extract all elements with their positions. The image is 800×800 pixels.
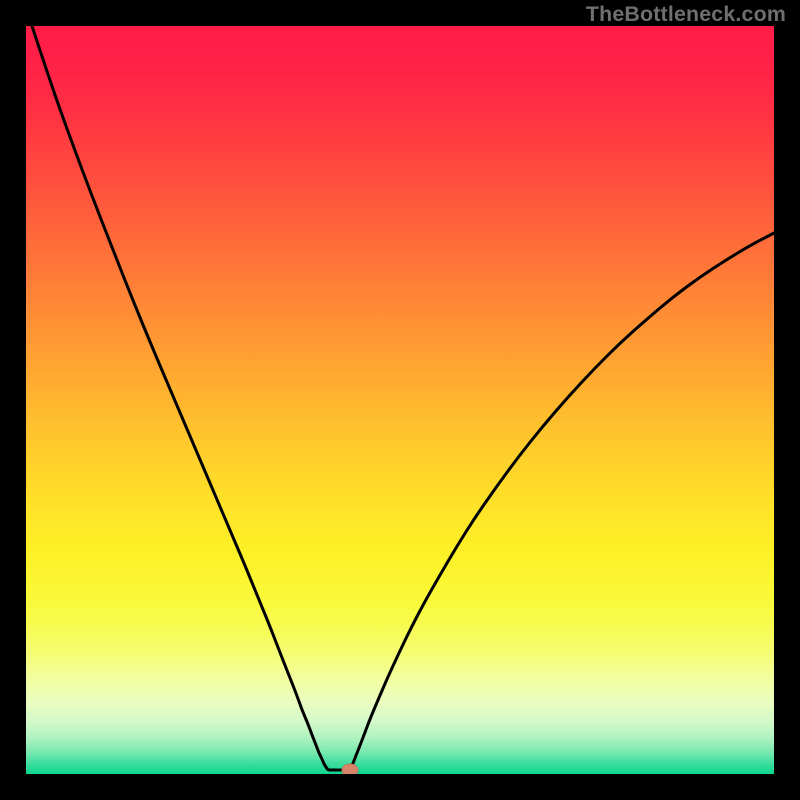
plot-area bbox=[26, 26, 774, 776]
bottleneck-chart bbox=[0, 0, 800, 800]
plot-background-gradient bbox=[26, 26, 774, 774]
watermark-text: TheBottleneck.com bbox=[586, 2, 786, 27]
figure-frame: TheBottleneck.com bbox=[0, 0, 800, 800]
